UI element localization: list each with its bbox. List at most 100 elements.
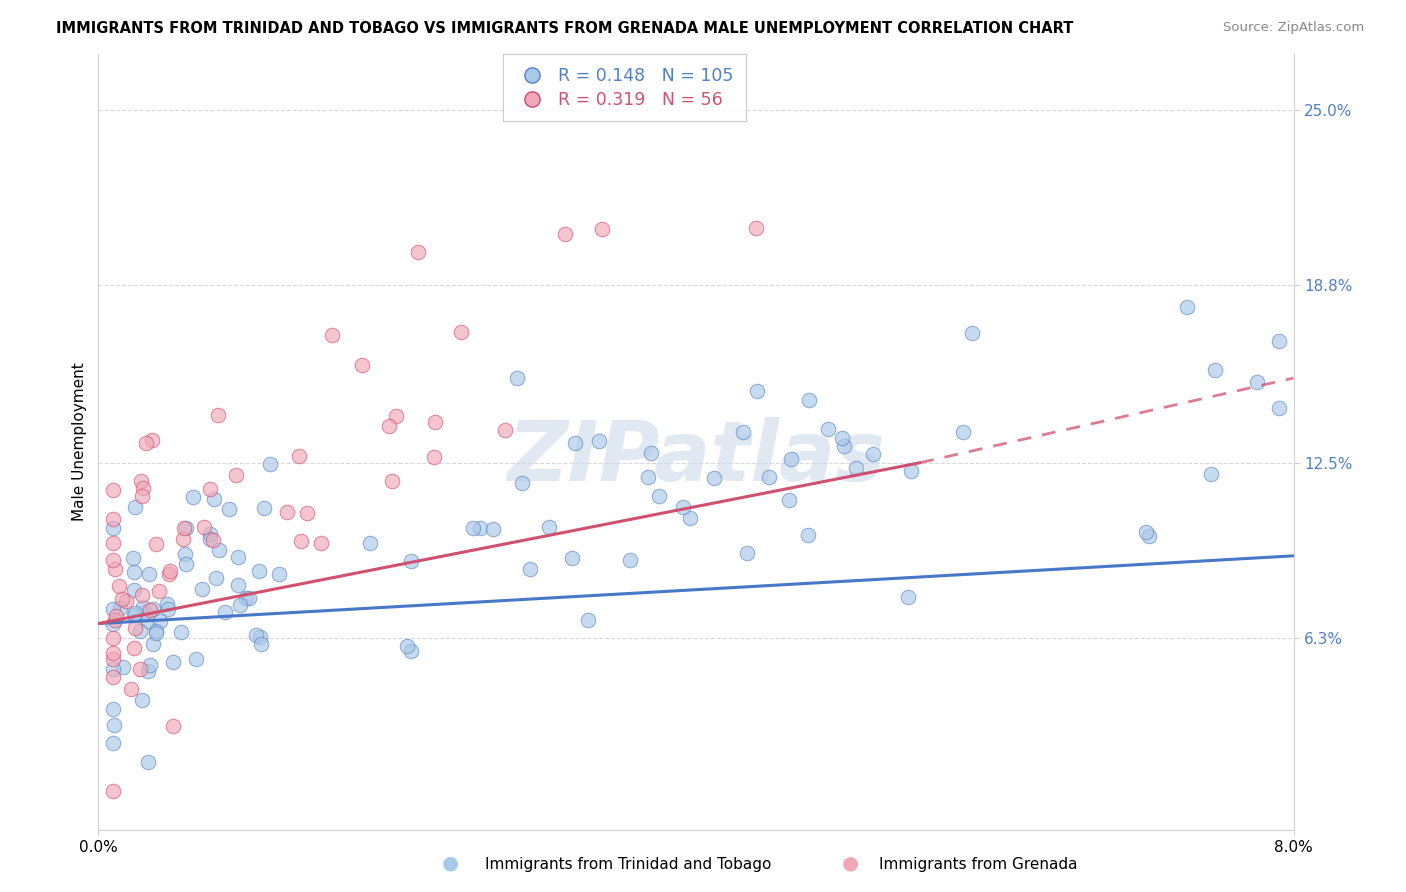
Text: ●: ● (441, 854, 458, 872)
Point (170, 625, 193, 640)
Point (745, 384, 768, 398)
Point (897, 590, 920, 604)
Point (576, 613, 599, 627)
Point (107, 579, 129, 593)
Point (131, 692, 153, 706)
Point (554, 227, 576, 242)
Point (103, 669, 125, 683)
Point (399, 554, 422, 568)
Point (703, 471, 725, 485)
Point (145, 624, 167, 639)
Point (269, 567, 291, 582)
Point (174, 521, 197, 535)
Point (207, 543, 229, 558)
Point (1267, 401, 1289, 416)
Point (1204, 362, 1226, 376)
Point (103, 553, 125, 567)
Legend: R = 0.148   N = 105, R = 0.319   N = 56: R = 0.148 N = 105, R = 0.319 N = 56 (503, 54, 745, 120)
Point (287, 450, 309, 464)
Point (111, 659, 134, 673)
Point (114, 594, 136, 608)
Point (207, 409, 229, 423)
Point (156, 597, 179, 611)
Point (138, 566, 160, 581)
Point (731, 425, 754, 439)
Point (122, 641, 145, 656)
Point (104, 613, 127, 627)
Point (103, 617, 125, 632)
Point (519, 562, 541, 576)
Point (135, 435, 157, 450)
Point (1175, 301, 1198, 315)
Point (103, 736, 125, 750)
Point (105, 609, 128, 624)
Point (482, 522, 505, 536)
Point (103, 702, 125, 716)
Point (735, 546, 758, 560)
Point (131, 599, 153, 614)
Point (831, 432, 853, 446)
Point (202, 533, 225, 547)
Point (295, 506, 318, 520)
Text: ZIPatlas: ZIPatlas (508, 417, 884, 498)
Text: IMMIGRANTS FROM TRINIDAD AND TOBAGO VS IMMIGRANTS FROM GRENADA MALE UNEMPLOYMENT: IMMIGRANTS FROM TRINIDAD AND TOBAGO VS I… (56, 21, 1074, 36)
Point (468, 521, 491, 535)
Point (131, 588, 153, 602)
Point (862, 447, 884, 461)
Point (186, 652, 208, 666)
Point (799, 392, 821, 407)
Point (149, 614, 172, 628)
Point (238, 591, 260, 606)
Point (637, 470, 659, 484)
Point (198, 526, 221, 541)
Point (510, 475, 533, 490)
Point (226, 578, 249, 592)
Point (139, 658, 162, 673)
Point (832, 440, 855, 454)
Point (1135, 524, 1157, 539)
Point (141, 434, 163, 448)
Point (103, 536, 125, 550)
Text: Immigrants from Trinidad and Tobago: Immigrants from Trinidad and Tobago (485, 857, 772, 872)
Point (103, 483, 125, 497)
Point (796, 528, 818, 542)
Point (214, 605, 236, 619)
Point (136, 614, 159, 628)
Point (290, 533, 312, 548)
Point (198, 533, 221, 547)
Point (139, 603, 162, 617)
Point (406, 245, 429, 260)
Point (136, 755, 159, 769)
Point (173, 520, 195, 534)
Point (145, 537, 167, 551)
Point (385, 409, 408, 423)
Point (235, 591, 257, 605)
Y-axis label: Male Unemployment: Male Unemployment (72, 362, 87, 521)
Point (205, 571, 228, 585)
Point (399, 644, 422, 658)
Point (381, 474, 404, 488)
Point (249, 637, 271, 651)
Point (960, 326, 983, 341)
Point (148, 584, 170, 599)
Point (640, 446, 662, 460)
Point (129, 662, 152, 676)
Text: ●: ● (842, 854, 859, 872)
Point (120, 681, 142, 696)
Point (145, 625, 167, 640)
Point (202, 491, 225, 506)
Point (142, 601, 165, 615)
Point (132, 482, 155, 496)
Text: Immigrants from Grenada: Immigrants from Grenada (879, 857, 1077, 872)
Point (136, 664, 159, 678)
Point (129, 624, 152, 638)
Point (134, 605, 156, 619)
Point (124, 500, 146, 514)
Point (648, 489, 671, 503)
Point (122, 608, 145, 623)
Point (619, 553, 641, 567)
Point (377, 418, 399, 433)
Point (537, 520, 560, 534)
Point (103, 602, 125, 616)
Point (225, 467, 247, 482)
